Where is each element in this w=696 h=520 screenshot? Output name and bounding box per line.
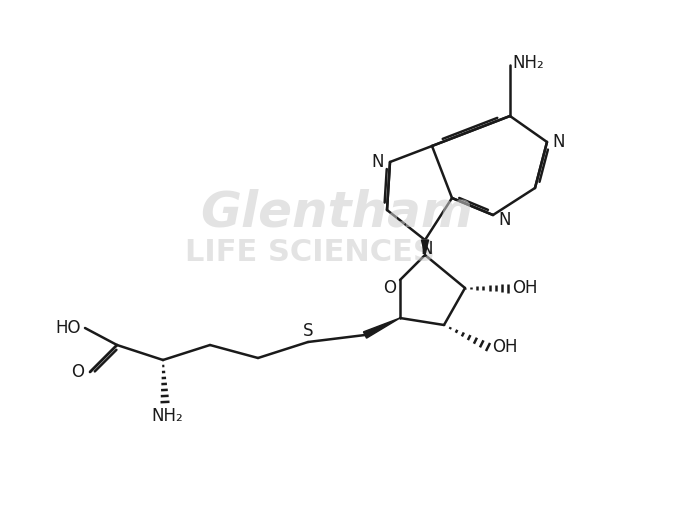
Text: N: N — [499, 211, 512, 229]
Text: OH: OH — [512, 279, 537, 297]
Polygon shape — [363, 318, 400, 338]
Text: OH: OH — [492, 338, 518, 356]
Text: HO: HO — [56, 319, 81, 337]
Polygon shape — [422, 240, 429, 255]
Text: O: O — [383, 279, 397, 297]
Text: N: N — [553, 133, 565, 151]
Text: N: N — [372, 153, 384, 171]
Text: S: S — [303, 322, 313, 340]
Text: N: N — [421, 240, 433, 258]
Text: LIFE SCIENCES: LIFE SCIENCES — [185, 238, 435, 267]
Text: NH₂: NH₂ — [512, 54, 544, 72]
Text: O: O — [72, 363, 84, 381]
Text: NH₂: NH₂ — [151, 407, 183, 425]
Text: Glentham: Glentham — [200, 188, 473, 236]
